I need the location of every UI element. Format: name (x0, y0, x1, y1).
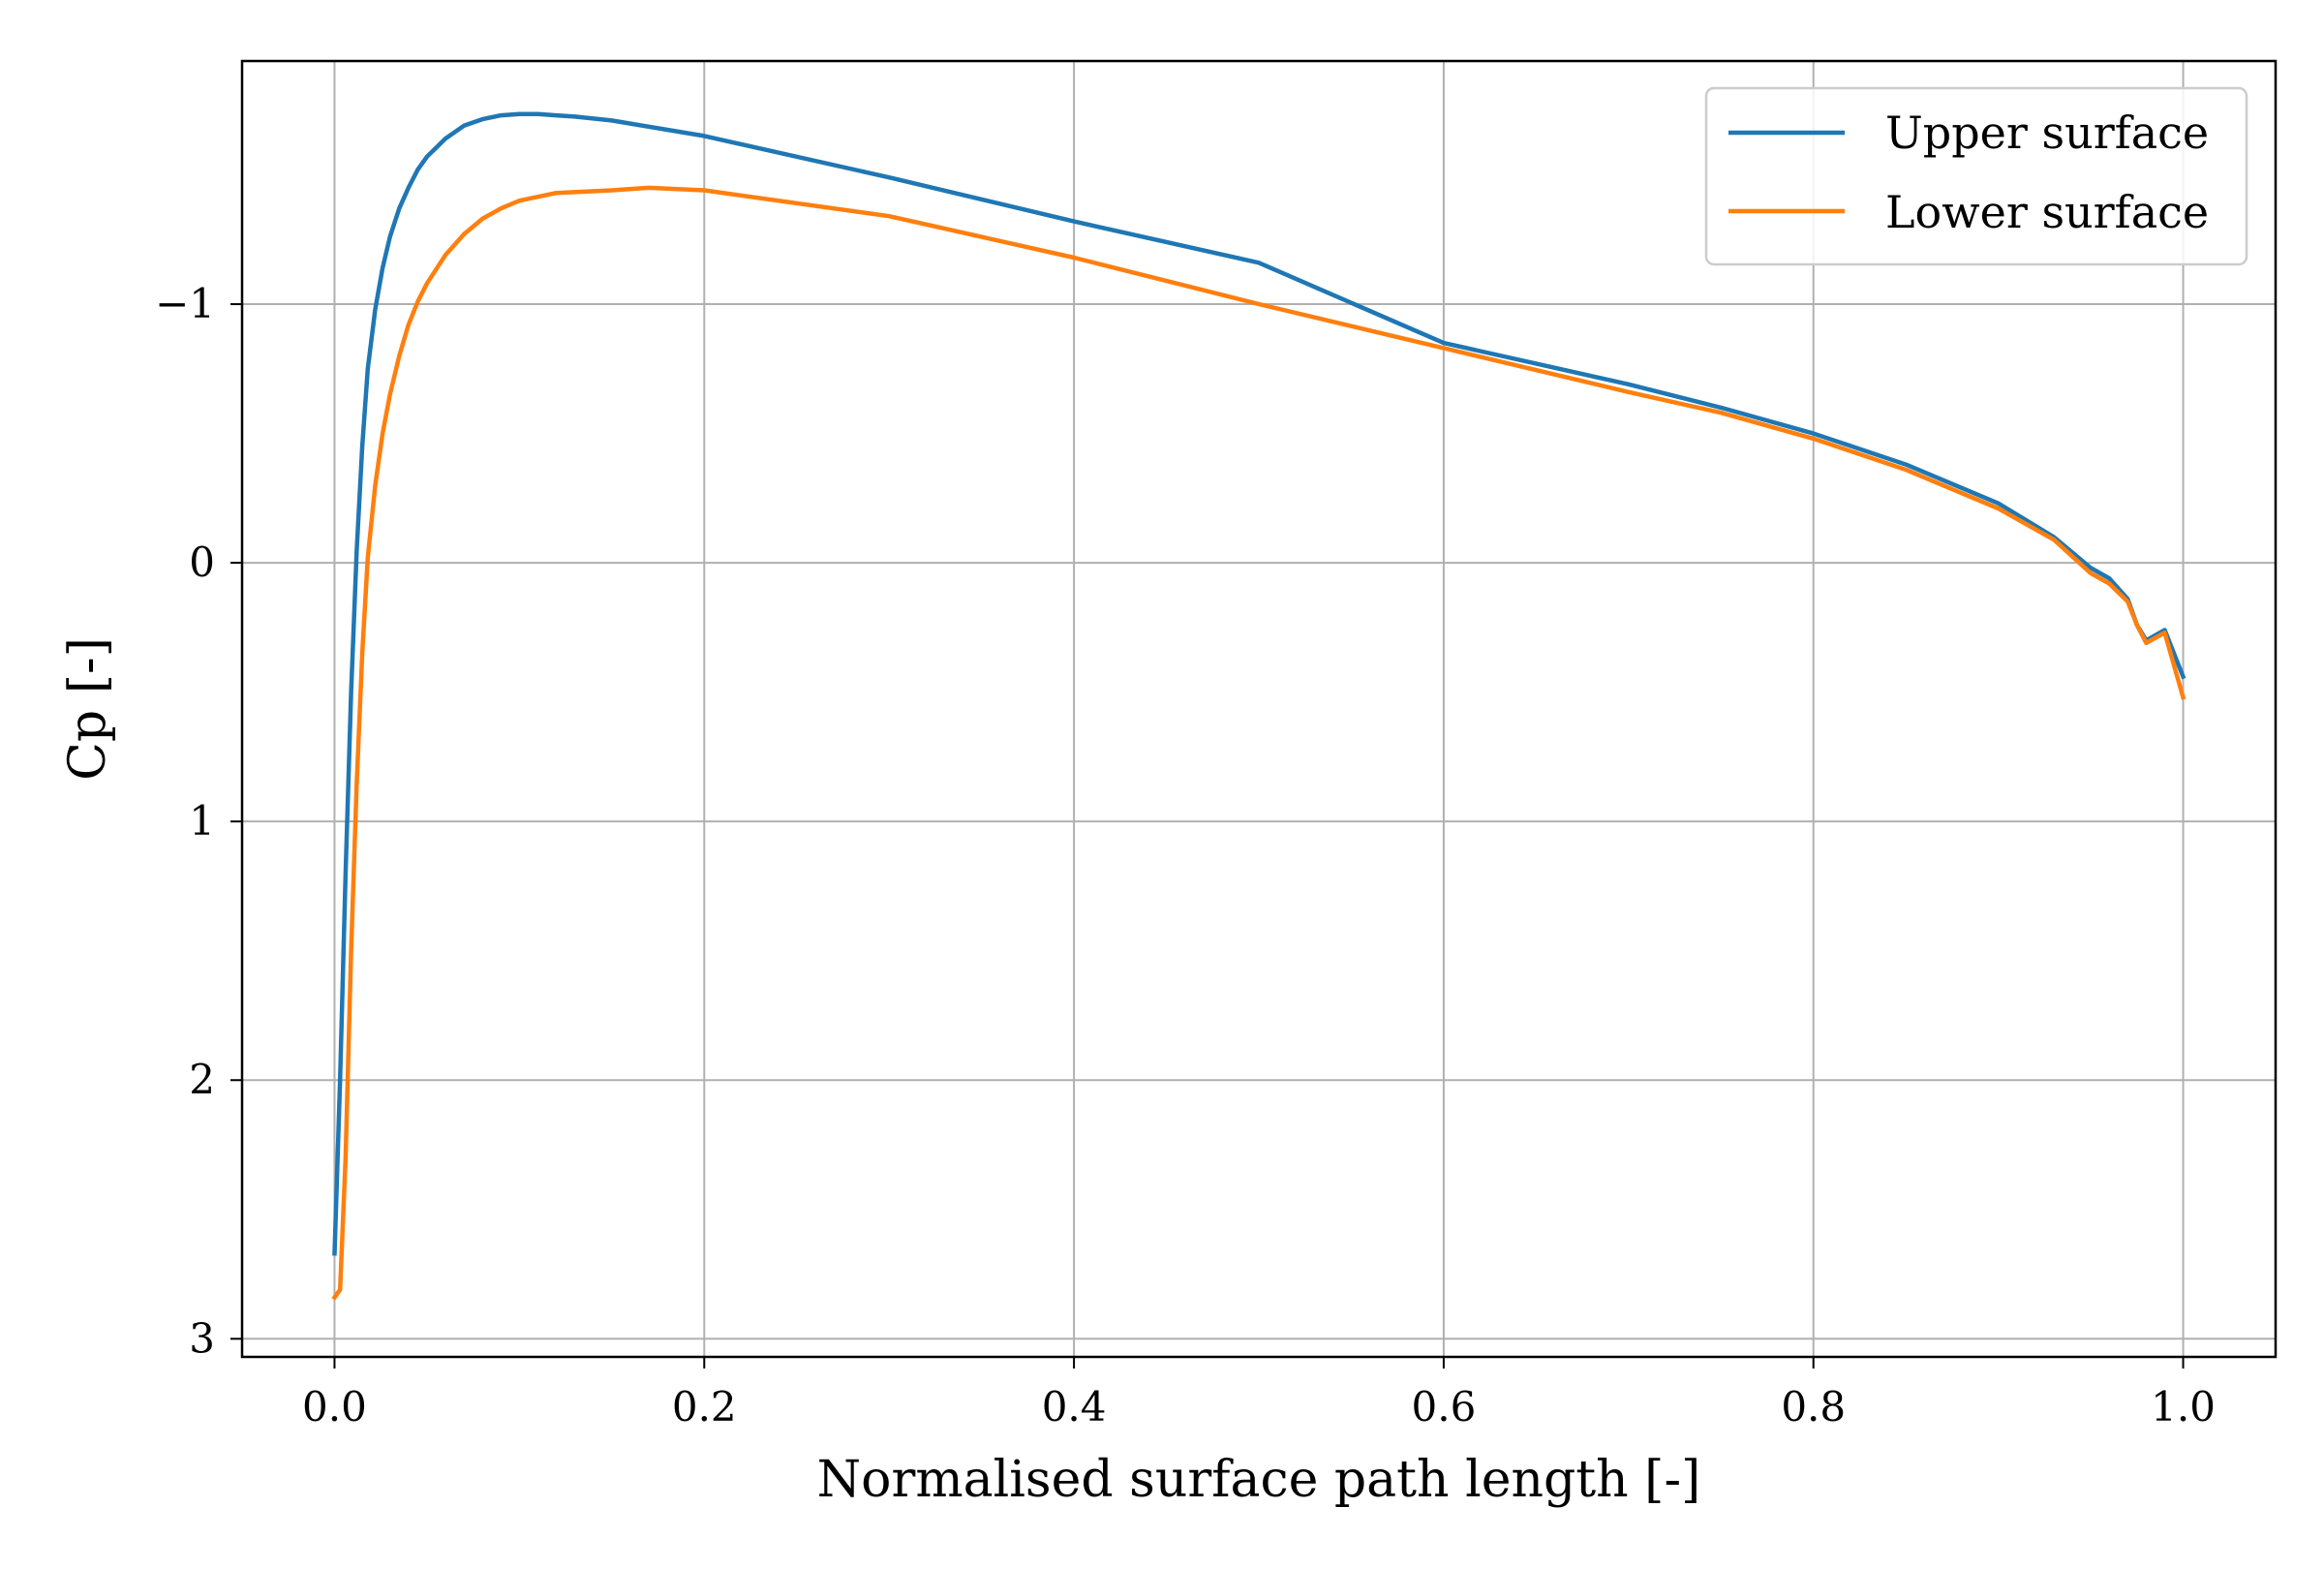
legend-label-lower-surface: Lower surface (1885, 186, 2209, 238)
x-tick-label: 0.6 (1412, 1383, 1477, 1431)
x-tick-label: 0.8 (1781, 1383, 1846, 1431)
legend-label-upper-surface: Upper surface (1885, 107, 2209, 159)
y-tick-label: 3 (189, 1314, 215, 1362)
x-tick-label: 1.0 (2151, 1383, 2216, 1431)
x-tick-label: 0.2 (672, 1383, 737, 1431)
y-tick-label: 1 (189, 797, 215, 845)
y-tick-label: −1 (155, 280, 215, 327)
legend: Upper surface Lower surface (1706, 88, 2247, 264)
y-axis-label: Cp [-] (59, 637, 117, 781)
x-axis-label: Normalised surface path length [-] (817, 1451, 1701, 1509)
y-tick-label: 2 (189, 1056, 215, 1103)
x-tick-label: 0.0 (302, 1383, 367, 1431)
y-tick-label: 0 (189, 538, 215, 586)
x-tick-label: 0.4 (1042, 1383, 1107, 1431)
